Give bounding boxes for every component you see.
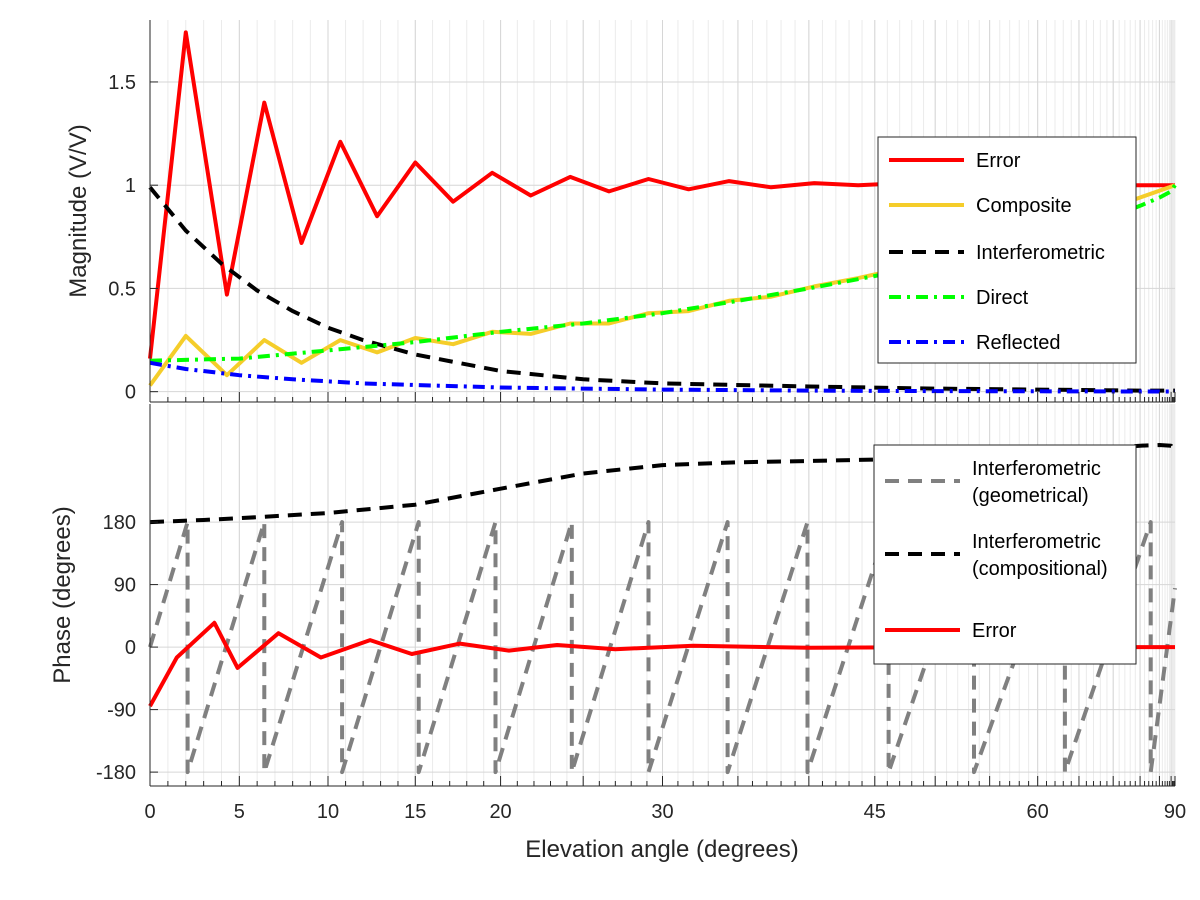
y-tick-label: -180	[96, 762, 136, 784]
y-tick-label: 1	[125, 175, 136, 197]
series-line-4	[149, 360, 1175, 394]
x-tick-label: 0	[144, 801, 155, 823]
magnitude-y-axis-title: Magnitude (V/V)	[65, 124, 92, 297]
phase-axes: -180 -90 0 90 180 0 5 10 15 20 30 45 60 90	[96, 404, 1186, 823]
x-tick-label: 15	[404, 801, 426, 823]
series-line-2	[148, 620, 1175, 708]
y-tick-label: 0	[125, 637, 136, 659]
legend-label-4: Reflected	[976, 332, 1061, 354]
x-tick-label: 60	[1027, 801, 1049, 823]
y-tick-label: 180	[103, 512, 136, 534]
x-axis-title: Elevation angle (degrees)	[525, 836, 799, 863]
legend-label-0: Interferometric (geometrical)	[972, 458, 1101, 507]
series-line-2	[148, 186, 1175, 393]
magnitude-legend: Error Composite Interferometric Direct Refle…	[877, 136, 1137, 364]
x-tick-label: 90	[1164, 801, 1186, 823]
x-tick-label: 10	[317, 801, 339, 823]
series-line-3	[149, 184, 1177, 363]
x-tick-label: 30	[651, 801, 673, 823]
y-tick-label: 1.5	[108, 72, 136, 94]
x-tick-label: 5	[234, 801, 245, 823]
phase-legend: Interferometric (geometrical) Interferomet…	[873, 444, 1137, 665]
magnitude-panel: 0 0.5 1 1.5 Magnitude (V/V) Error Composite I…	[65, 20, 1177, 404]
phase-panel: -180 -90 0 90 180 0 5 10 15 20 30 45 60 90 Phase (deg…	[49, 404, 1186, 863]
y-tick-label: -90	[107, 700, 136, 722]
legend-label-3: Direct	[976, 287, 1029, 309]
legend-label-2: Interferometric	[976, 242, 1105, 264]
x-tick-label: 45	[864, 801, 886, 823]
legend-label-1: Composite	[976, 195, 1072, 217]
y-tick-label: 0	[125, 382, 136, 404]
legend-label-2: Error	[972, 620, 1017, 642]
magnitude-axes: 0 0.5 1 1.5	[108, 20, 1176, 404]
x-tick-label: 20	[489, 801, 511, 823]
y-tick-label: 0.5	[108, 278, 136, 300]
legend-label-1: Interferometric (compositional)	[972, 531, 1108, 580]
y-tick-label: 90	[114, 575, 136, 597]
phase-y-axis-title: Phase (degrees)	[49, 506, 76, 683]
legend-label-0: Error	[976, 150, 1021, 172]
